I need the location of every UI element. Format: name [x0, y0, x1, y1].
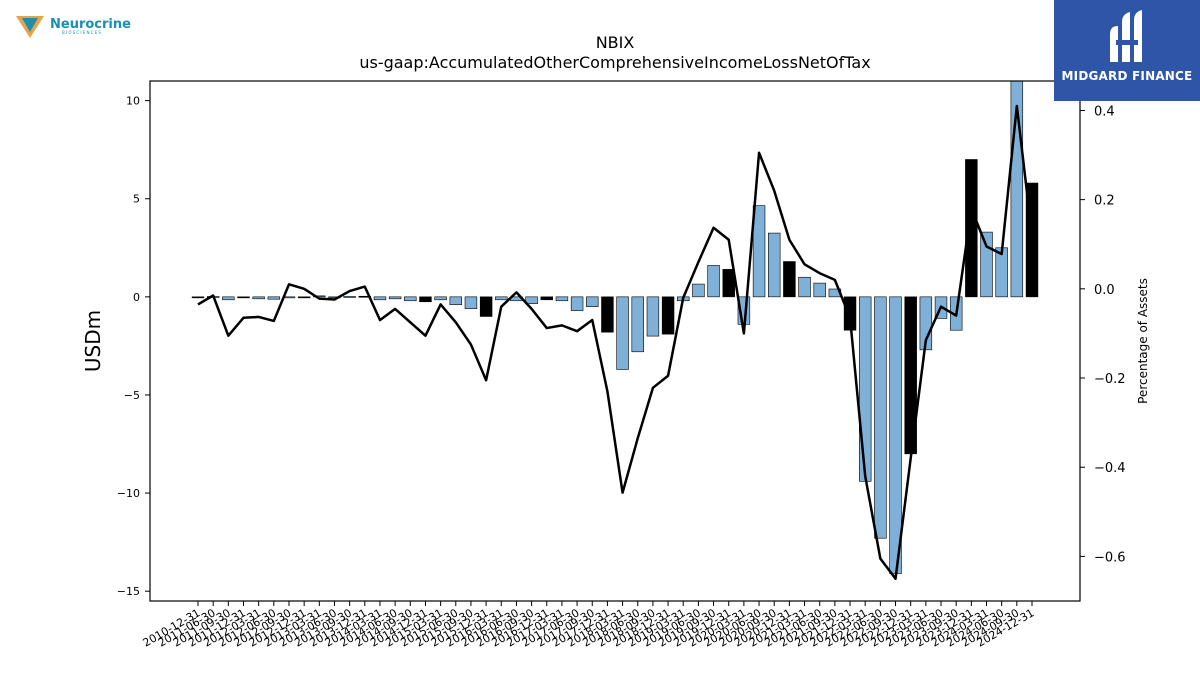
x-axis-ticks: 2010-12-312011-06-302011-09-302011-12-31…: [141, 601, 1037, 650]
bar: [980, 231, 993, 298]
bar: [252, 296, 265, 300]
bar: [616, 296, 629, 370]
bar: [813, 282, 826, 298]
bar: [783, 261, 796, 298]
bar: [222, 296, 235, 301]
bar: [540, 296, 553, 301]
bar: [297, 296, 311, 299]
bar: [722, 269, 735, 298]
y2-tick-label: −0.2: [1094, 372, 1126, 387]
neurocrine-logo-mark: Neurocrine BIOSCIENCES: [16, 16, 131, 38]
y-axis-label: USDm: [81, 310, 105, 372]
y2-tick-label: 0.2: [1094, 194, 1115, 209]
logo-inner-triangle-icon: [22, 18, 38, 32]
y-tick-label: 10: [126, 95, 140, 108]
bar: [661, 296, 675, 335]
neurocrine-logo: Neurocrine BIOSCIENCES: [14, 12, 144, 42]
bar: [586, 296, 599, 307]
percentage-line: [197, 104, 1034, 580]
logo-pillar-right-icon: [1134, 10, 1142, 62]
chart-title: NBIX: [596, 33, 635, 52]
y-tick-label: 5: [133, 193, 140, 206]
left-axis-ticks: 10 5 0 −5 −10 −15: [117, 95, 150, 598]
logo-crossbar-icon: [1116, 40, 1138, 45]
line-series: [197, 104, 1034, 580]
y2-axis-label: Percentage of Assets: [1136, 278, 1150, 404]
midgard-logo-mark: [1110, 10, 1142, 62]
logo-subtext: BIOSCIENCES: [62, 30, 102, 35]
bar: [570, 296, 584, 311]
bar: [707, 265, 720, 298]
bar: [388, 296, 402, 300]
logo-pillar-mid-icon: [1122, 12, 1130, 62]
bar: [646, 296, 660, 337]
bar: [692, 283, 705, 298]
bar: [555, 296, 569, 302]
bar: [479, 296, 493, 317]
bar: [434, 296, 447, 301]
bar-series: [191, 80, 1039, 574]
bar: [752, 205, 766, 298]
bar: [525, 296, 538, 305]
bar: [419, 296, 432, 303]
y-tick-label: −10: [117, 487, 140, 500]
bar: [858, 296, 872, 482]
logo-pillar-left-icon: [1110, 26, 1118, 62]
bar: [449, 296, 462, 306]
bar: [889, 296, 902, 574]
y2-tick-label: 0.4: [1094, 104, 1115, 119]
bar: [495, 296, 508, 301]
y2-tick-label: −0.4: [1094, 461, 1126, 476]
bar: [798, 276, 811, 298]
bar: [767, 232, 781, 298]
y-tick-label: −5: [124, 389, 140, 402]
bar: [464, 296, 478, 309]
chart-subtitle: us-gaap:AccumulatedOtherComprehensiveInc…: [359, 53, 870, 72]
bar: [631, 296, 644, 353]
bar: [237, 296, 250, 299]
y2-tick-label: 0.0: [1094, 283, 1115, 298]
bar: [404, 296, 417, 302]
logo-wordmark: Neurocrine: [50, 17, 131, 32]
plot-frame: [149, 80, 1081, 602]
bar: [1025, 182, 1039, 298]
y-tick-label: 0: [133, 291, 140, 304]
bar: [373, 296, 387, 301]
right-axis-ticks: 0.4 0.2 0.0 −0.2 −0.4 −0.6: [1080, 104, 1126, 565]
midgard-finance-logo: MIDGARD FINANCE: [1054, 0, 1200, 101]
bar: [343, 296, 356, 298]
bar: [191, 296, 205, 299]
bar: [965, 159, 978, 298]
midgard-brand-name: MIDGARD FINANCE: [1061, 69, 1193, 83]
bar: [601, 296, 614, 333]
bar: [313, 295, 326, 298]
bar: [267, 296, 281, 300]
y2-tick-label: −0.6: [1094, 550, 1126, 565]
y-tick-label: −15: [117, 585, 140, 598]
bar: [874, 296, 887, 539]
